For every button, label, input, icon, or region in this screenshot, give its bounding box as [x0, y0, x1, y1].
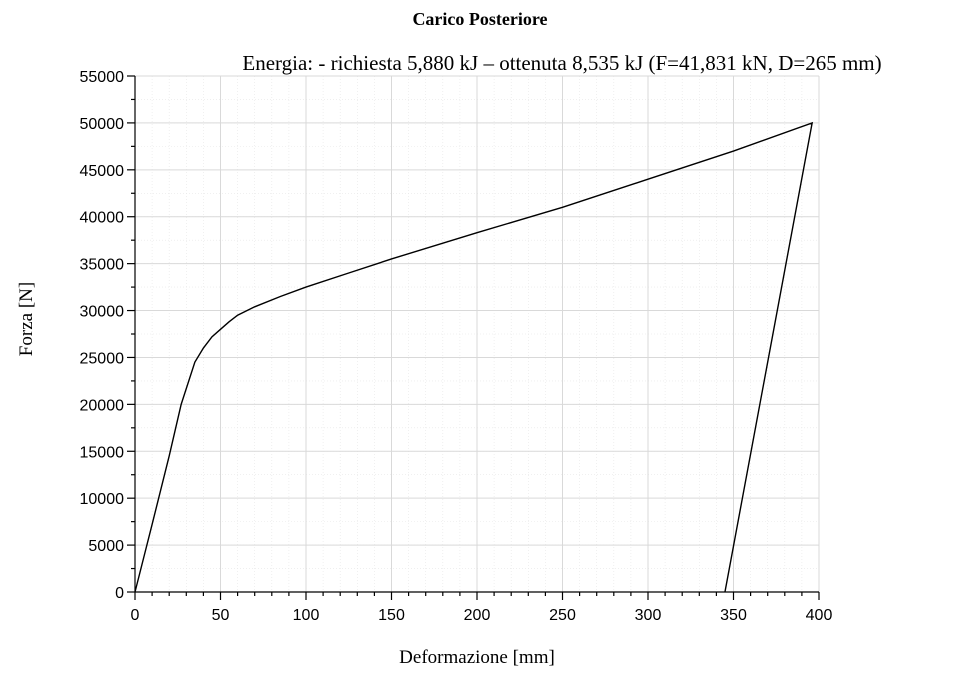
- x-tick-label: 200: [464, 607, 491, 624]
- y-tick-label: 20000: [80, 397, 125, 414]
- chart-title: Carico Posteriore: [412, 9, 547, 29]
- x-axis-label: Deformazione [mm]: [399, 647, 555, 668]
- grid: [134, 75, 820, 593]
- y-tick-label: 25000: [80, 350, 125, 367]
- x-tick-label: 0: [131, 607, 140, 624]
- y-axis-label: Forza [N]: [16, 282, 37, 356]
- x-tick-label: 50: [212, 607, 230, 624]
- x-tick-label: 300: [635, 607, 662, 624]
- series-line: [134, 121, 814, 593]
- y-tick-label: 55000: [80, 69, 125, 86]
- x-tick-label: 250: [549, 607, 576, 624]
- y-tick-label: 5000: [88, 538, 124, 555]
- y-tick-label: 0: [115, 585, 124, 602]
- ticks: [127, 75, 820, 600]
- x-tick-label: 100: [293, 607, 320, 624]
- y-tick-label: 45000: [80, 163, 125, 180]
- series: [134, 121, 814, 593]
- y-tick-label: 50000: [80, 116, 125, 133]
- y-tick-label: 30000: [80, 304, 125, 321]
- y-tick-label: 10000: [80, 491, 125, 508]
- x-tick-label: 400: [806, 607, 833, 624]
- y-tick-label: 40000: [80, 210, 125, 227]
- y-tick-label: 15000: [80, 444, 125, 461]
- x-tick-label: 150: [378, 607, 405, 624]
- tick-labels: 0 50 100 150 200 250 300 350 400 0 5000 10000 15000 2…: [80, 69, 833, 624]
- x-tick-label: 350: [720, 607, 747, 624]
- y-tick-label: 35000: [80, 257, 125, 274]
- chart-subtitle: Energia: - richiesta 5,880 kJ – ottenuta…: [242, 51, 881, 75]
